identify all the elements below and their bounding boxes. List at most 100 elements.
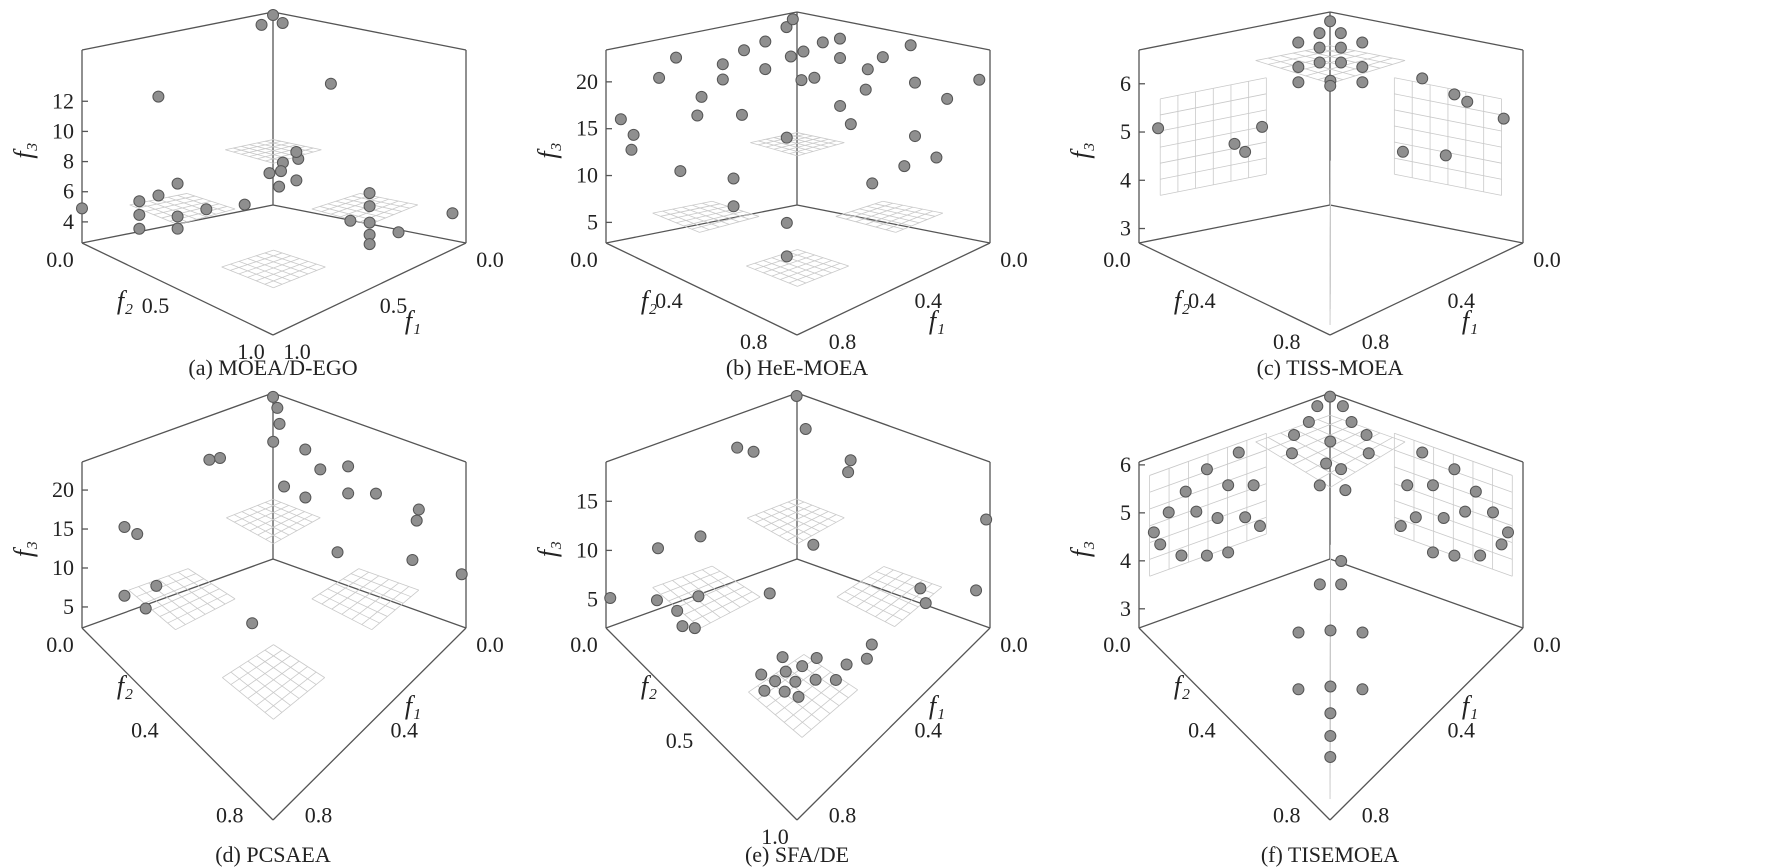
data-point: [1426, 479, 1439, 492]
data-point: [747, 445, 760, 458]
data-point: [1474, 549, 1487, 562]
pareto-surface-mesh: [747, 498, 845, 546]
data-point: [1253, 520, 1266, 533]
data-point: [1313, 479, 1326, 492]
data-point: [203, 453, 216, 466]
f3-tick-label: 6: [63, 179, 74, 204]
data-point: [778, 685, 791, 698]
f1-axis-line: [1329, 627, 1524, 821]
data-point: [276, 16, 289, 29]
f2-tick-label: 0.4: [1188, 717, 1216, 742]
f2-tick-label: 0.0: [46, 632, 74, 657]
data-point: [834, 99, 847, 112]
data-point: [688, 622, 701, 635]
f1-tick-label: 0.0: [1533, 632, 1561, 657]
data-point: [860, 652, 873, 665]
data-point: [1437, 512, 1450, 525]
mesh-line: [652, 212, 700, 233]
data-point: [779, 665, 792, 678]
floor-back-right-edge: [796, 204, 991, 244]
data-point: [919, 597, 932, 610]
data-point: [1285, 447, 1298, 460]
f1-axis-label: f₁: [1462, 691, 1478, 720]
data-point: [1360, 429, 1373, 442]
data-point: [807, 538, 820, 551]
f1-tick-label: 0.4: [1447, 288, 1475, 313]
data-point: [840, 658, 853, 671]
data-point: [200, 203, 213, 216]
data-point: [1247, 479, 1260, 492]
data-point: [1334, 56, 1347, 69]
data-point: [171, 177, 184, 190]
f3-tick-label: 5: [1120, 500, 1131, 525]
data-point: [131, 528, 144, 541]
data-point: [1324, 680, 1337, 693]
mesh-line: [265, 514, 313, 540]
top-right-edge: [272, 11, 467, 51]
data-point: [834, 52, 847, 65]
data-point: [1232, 446, 1245, 459]
data-point: [118, 589, 131, 602]
f1-tick-label: 0.8: [305, 803, 333, 828]
data-point: [604, 591, 617, 604]
f1-tick-label: 1.0: [283, 339, 311, 364]
f3-tick-label: 15: [576, 116, 598, 141]
data-point: [1469, 485, 1482, 498]
data-point: [152, 90, 165, 103]
data-point: [780, 131, 793, 144]
data-point: [731, 441, 744, 454]
data-point: [789, 675, 802, 688]
data-point: [342, 460, 355, 473]
data-point: [1200, 463, 1213, 476]
scatter-points: [604, 389, 993, 703]
subplot-d: 5 10 15 20 0.0 0.4 0.8 0.0 0.4 0.8 f₃ f₂ f₁ (d) PCSAE…: [9, 390, 504, 867]
mesh-line: [750, 142, 798, 157]
mesh-line: [894, 586, 943, 627]
f1-axis-label: f₁: [405, 306, 421, 335]
f2-axis-label: f₂: [117, 671, 133, 700]
f3-tick-label: 5: [63, 594, 74, 619]
data-point: [76, 202, 88, 215]
f3-tick-label: 10: [52, 118, 74, 143]
f1-axis-line: [272, 242, 467, 336]
data-point: [674, 165, 687, 178]
data-point: [930, 151, 943, 164]
mesh-line: [789, 140, 837, 155]
scatter-points: [76, 9, 459, 251]
mesh-line: [1255, 60, 1331, 84]
data-point: [898, 160, 911, 173]
data-point: [410, 514, 423, 527]
mesh-line: [797, 265, 849, 287]
data-point: [406, 553, 419, 566]
data-point: [652, 542, 665, 555]
data-point: [780, 21, 793, 34]
f3-tick-label: 8: [63, 149, 74, 174]
data-point: [671, 604, 684, 617]
data-point: [290, 174, 303, 187]
data-point: [1409, 511, 1422, 524]
mesh-line: [177, 208, 236, 225]
scatter-points: [118, 390, 468, 630]
f3-tick-label: 4: [1120, 167, 1131, 192]
data-point: [795, 74, 808, 87]
mesh-line: [226, 517, 274, 545]
f2-axis-label: f₂: [1174, 286, 1190, 315]
mesh-line: [273, 517, 321, 545]
f3-tick-label: 20: [576, 69, 598, 94]
f3-tick-label: 3: [1120, 596, 1131, 621]
data-point: [1154, 538, 1167, 551]
data-point: [1179, 485, 1192, 498]
subplot-caption: (e) SFA/DE: [745, 842, 849, 867]
subplot-f: 3 4 5 6 0.0 0.4 0.8 0.0 0.4 0.8 f₃ f₂ f₁ (f) TISEMOEA: [1066, 390, 1561, 867]
f3-axis-label: f₃: [1066, 142, 1095, 158]
data-point: [278, 480, 291, 493]
data-point: [676, 620, 689, 633]
mesh-line: [844, 591, 903, 621]
pareto-surface-mesh: [1255, 414, 1406, 488]
top-right-edge: [796, 392, 991, 463]
data-point: [369, 487, 382, 500]
f3-axis-label: f₃: [1066, 541, 1095, 557]
mesh-line: [1330, 441, 1406, 488]
data-point: [941, 92, 954, 105]
data-point: [769, 675, 782, 688]
